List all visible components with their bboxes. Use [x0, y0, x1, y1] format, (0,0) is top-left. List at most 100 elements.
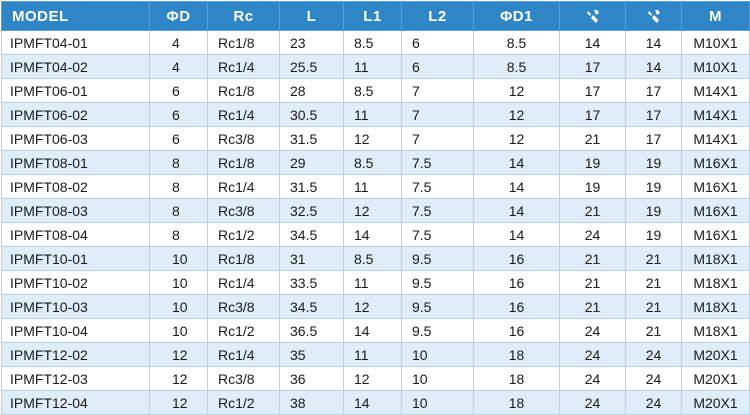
cell-hex-2: 21: [625, 318, 682, 343]
cell-rc: Rc1/4: [207, 270, 280, 295]
cell-diameter-d: 8: [149, 198, 208, 223]
cell-length-l: 36: [279, 366, 344, 391]
cell-model: IPMFT12-02: [1, 342, 150, 367]
cell-rc: Rc1/8: [207, 150, 280, 175]
cell-diameter-d: 10: [149, 318, 208, 343]
header-hex-2: [625, 1, 682, 31]
cell-hex-2: 17: [625, 78, 682, 103]
cell-thread-m: M20X1: [681, 366, 750, 391]
cell-length-l: 31.5: [279, 174, 344, 199]
cell-model: IPMFT10-03: [1, 294, 150, 319]
cell-hex-2: 17: [625, 126, 682, 151]
cell-hex-2: 24: [625, 366, 682, 391]
cell-length-l2: 10: [401, 342, 474, 367]
cell-length-l2: 7: [401, 78, 474, 103]
cell-hex-1: 21: [559, 246, 626, 271]
cell-length-l2: 7: [401, 126, 474, 151]
header-diameter-d: ΦD: [149, 1, 208, 31]
cell-thread-m: M14X1: [681, 78, 750, 103]
cell-hex-1: 24: [559, 390, 626, 415]
header-thread-m: M: [681, 1, 750, 31]
cell-diameter-d: 8: [149, 174, 208, 199]
cell-model: IPMFT08-02: [1, 174, 150, 199]
cell-diameter-d1: 16: [473, 318, 560, 343]
cell-rc: Rc1/2: [207, 390, 280, 415]
cell-thread-m: M18X1: [681, 318, 750, 343]
cell-hex-1: 24: [559, 318, 626, 343]
cell-model: IPMFT12-03: [1, 366, 150, 391]
cell-model: IPMFT10-01: [1, 246, 150, 271]
cell-hex-1: 21: [559, 270, 626, 295]
cell-length-l1: 14: [343, 222, 402, 247]
cell-hex-2: 19: [625, 174, 682, 199]
cell-diameter-d: 12: [149, 366, 208, 391]
cell-length-l1: 11: [343, 174, 402, 199]
cell-model: IPMFT04-02: [1, 54, 150, 79]
table-row: IPMFT10-04 10 Rc1/2 36.5 14 9.5 16 24 21 M18X1: [1, 318, 750, 343]
cell-thread-m: M18X1: [681, 294, 750, 319]
cell-length-l2: 6: [401, 54, 474, 79]
cell-length-l2: 6: [401, 30, 474, 55]
cell-length-l1: 11: [343, 342, 402, 367]
cell-rc: Rc1/8: [207, 30, 280, 55]
cell-length-l1: 12: [343, 198, 402, 223]
cell-diameter-d: 4: [149, 30, 208, 55]
cell-model: IPMFT06-01: [1, 78, 150, 103]
cell-hex-2: 19: [625, 150, 682, 175]
cell-length-l1: 12: [343, 126, 402, 151]
cell-length-l2: 10: [401, 390, 474, 415]
cell-diameter-d1: 16: [473, 294, 560, 319]
cell-hex-1: 24: [559, 222, 626, 247]
cell-diameter-d: 8: [149, 222, 208, 247]
cell-model: IPMFT08-04: [1, 222, 150, 247]
cell-diameter-d1: 8.5: [473, 54, 560, 79]
cell-diameter-d: 10: [149, 270, 208, 295]
cell-diameter-d1: 14: [473, 198, 560, 223]
cell-diameter-d1: 18: [473, 342, 560, 367]
cell-length-l1: 12: [343, 294, 402, 319]
table-row: IPMFT12-04 12 Rc1/2 38 14 10 18 24 24 M20X1: [1, 390, 750, 415]
cell-diameter-d1: 18: [473, 390, 560, 415]
cell-length-l: 28: [279, 78, 344, 103]
table-row: IPMFT06-03 6 Rc3/8 31.5 12 7 12 21 17 M14X1: [1, 126, 750, 151]
cell-length-l2: 7.5: [401, 150, 474, 175]
cell-diameter-d: 6: [149, 78, 208, 103]
cell-length-l: 31: [279, 246, 344, 271]
cell-length-l: 38: [279, 390, 344, 415]
cell-diameter-d: 6: [149, 102, 208, 127]
cell-rc: Rc1/8: [207, 78, 280, 103]
cell-length-l1: 8.5: [343, 30, 402, 55]
cell-length-l1: 14: [343, 390, 402, 415]
table-row: IPMFT10-02 10 Rc1/4 33.5 11 9.5 16 21 21 M18X1: [1, 270, 750, 295]
cell-length-l: 33.5: [279, 270, 344, 295]
cell-diameter-d1: 14: [473, 150, 560, 175]
cell-hex-1: 24: [559, 342, 626, 367]
cell-length-l2: 7.5: [401, 222, 474, 247]
cell-diameter-d: 6: [149, 126, 208, 151]
cell-diameter-d1: 12: [473, 102, 560, 127]
cell-length-l1: 8.5: [343, 246, 402, 271]
cell-length-l: 29: [279, 150, 344, 175]
table-row: IPMFT08-02 8 Rc1/4 31.5 11 7.5 14 19 19 M16X1: [1, 174, 750, 199]
cell-model: IPMFT06-03: [1, 126, 150, 151]
table-row: IPMFT12-03 12 Rc3/8 36 12 10 18 24 24 M20X1: [1, 366, 750, 391]
cell-length-l: 23: [279, 30, 344, 55]
cell-length-l1: 12: [343, 366, 402, 391]
cell-length-l: 34.5: [279, 222, 344, 247]
cell-thread-m: M16X1: [681, 222, 750, 247]
cell-rc: Rc1/2: [207, 318, 280, 343]
cell-hex-2: 24: [625, 342, 682, 367]
cell-length-l: 34.5: [279, 294, 344, 319]
cell-thread-m: M14X1: [681, 102, 750, 127]
cell-hex-1: 14: [559, 30, 626, 55]
cell-length-l2: 9.5: [401, 294, 474, 319]
wrench-hex-icon: [647, 9, 660, 23]
cell-hex-2: 21: [625, 246, 682, 271]
header-rc: Rc: [207, 1, 280, 31]
header-row: MODEL ΦD Rc L L1 L2 ΦD1 M: [1, 1, 750, 31]
cell-length-l1: 11: [343, 54, 402, 79]
cell-length-l: 32.5: [279, 198, 344, 223]
cell-rc: Rc3/8: [207, 126, 280, 151]
cell-hex-2: 21: [625, 270, 682, 295]
